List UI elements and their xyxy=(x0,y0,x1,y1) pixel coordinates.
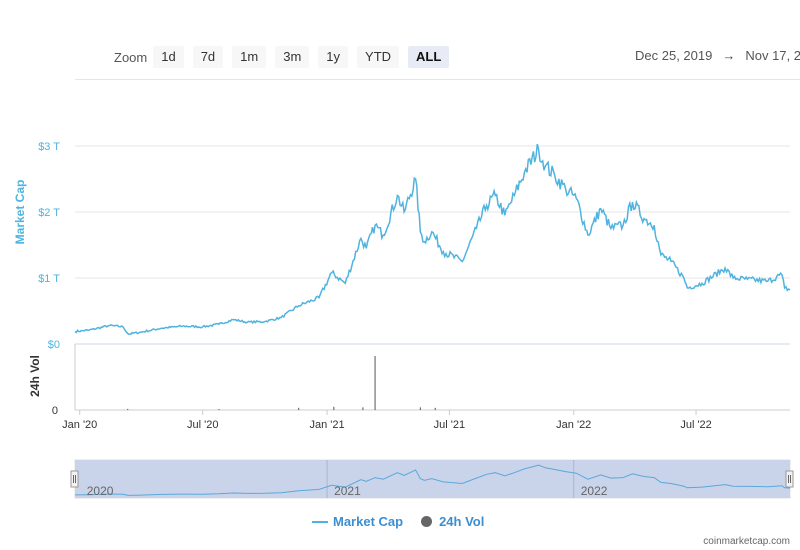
volume-series xyxy=(127,356,436,410)
x-tick-label: Jan '20 xyxy=(62,419,97,431)
chart-legend: Market Cap 24h Vol xyxy=(312,514,502,529)
navigator-year-label: 2022 xyxy=(581,484,608,498)
volume-y-tick: 0 xyxy=(52,405,58,417)
date-to[interactable]: Nov 17, 2022 xyxy=(745,48,800,63)
market-cap-series-line xyxy=(74,143,791,335)
range-3m-button[interactable]: 3m xyxy=(275,46,310,68)
x-tick-label: Jan '21 xyxy=(310,419,345,431)
credits-link[interactable]: coinmarketcap.com xyxy=(703,536,790,547)
toolbar-divider xyxy=(75,79,800,80)
x-tick-label: Jul '21 xyxy=(434,419,465,431)
navigator-left-handle[interactable] xyxy=(70,470,79,488)
range-1m-button[interactable]: 1m xyxy=(232,46,267,68)
legend-line-icon xyxy=(312,520,328,523)
volume-axis-label: 24h Vol xyxy=(28,355,42,397)
range-selector: Zoom 1d 7d 1m 3m 1y YTD ALL xyxy=(108,45,458,69)
legend-volume-label: 24h Vol xyxy=(439,514,485,529)
date-range: Dec 25, 2019 → Nov 17, 2022 xyxy=(635,48,800,63)
range-ytd-button[interactable]: YTD xyxy=(357,46,400,68)
y-axis-label: Market Cap xyxy=(13,180,27,245)
x-tick-label: Jan '22 xyxy=(556,419,591,431)
legend-dot-icon xyxy=(421,516,433,527)
y-tick-label: $3 T xyxy=(38,141,60,153)
x-axis-ticks: Jan '20 Jul '20 Jan '21 Jul '21 Jan '22 Jul '… xyxy=(62,410,712,431)
legend-market-cap-label: Market Cap xyxy=(333,514,404,529)
range-1y-button[interactable]: 1y xyxy=(318,46,349,68)
legend-market-cap[interactable]: Market Cap xyxy=(312,514,403,529)
zoom-label: Zoom xyxy=(114,49,148,65)
range-7d-button[interactable]: 7d xyxy=(192,46,224,68)
navigator-labels: 2020 2021 2022 xyxy=(87,484,608,498)
range-all-button[interactable]: ALL xyxy=(408,46,450,68)
y-tick-label: $2 T xyxy=(38,207,60,219)
y-tick-label: $0 xyxy=(48,339,60,351)
grid-lines xyxy=(75,145,790,345)
navigator-year-label: 2020 xyxy=(87,484,114,498)
date-from[interactable]: Dec 25, 2019 xyxy=(635,48,713,63)
y-tick-label: $1 T xyxy=(38,273,60,285)
navigator-grid xyxy=(326,460,575,498)
navigator-series-line xyxy=(74,464,791,496)
y-axis-ticks: $0 $1 T $2 T $3 T xyxy=(38,141,60,351)
x-tick-label: Jul '20 xyxy=(187,419,218,431)
x-tick-label: Jul '22 xyxy=(680,419,711,431)
navigator-year-label: 2021 xyxy=(334,484,361,498)
navigator-right-handle[interactable] xyxy=(785,470,794,488)
arrow-right-icon: → xyxy=(722,48,736,63)
legend-volume[interactable]: 24h Vol xyxy=(421,514,484,529)
range-1d-button[interactable]: 1d xyxy=(153,46,184,68)
